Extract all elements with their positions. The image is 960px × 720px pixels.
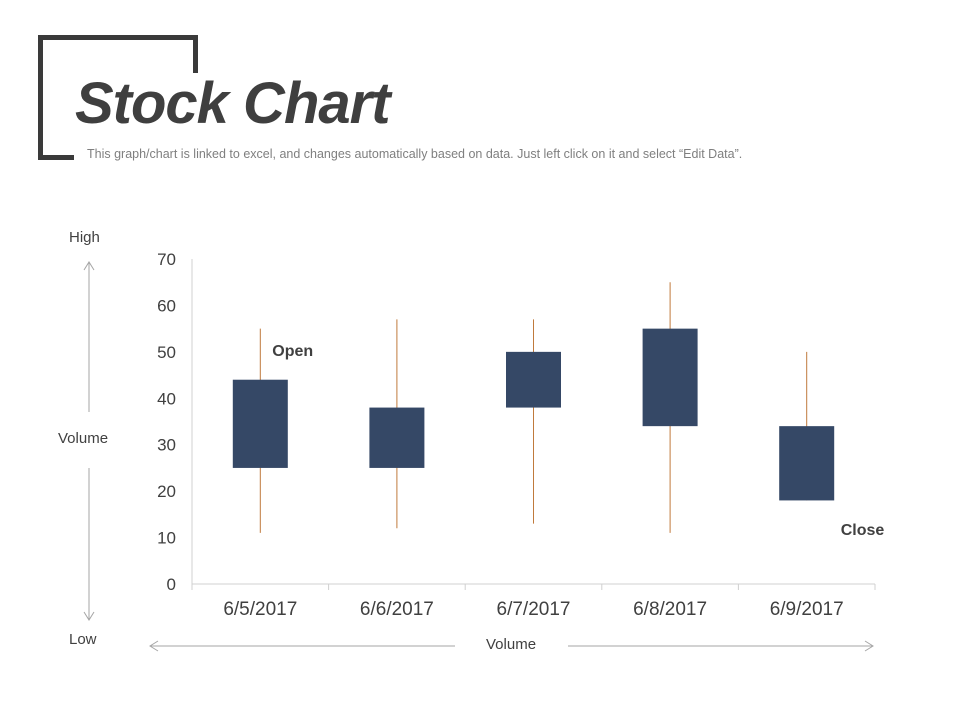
low-label: Low	[69, 631, 97, 648]
high-label: High	[69, 229, 100, 246]
y-tick-label: 50	[157, 343, 176, 362]
title-frame-bottom	[38, 155, 74, 160]
candle-body	[642, 328, 698, 427]
open-annotation: Open	[272, 343, 313, 360]
close-annotation: Close	[841, 522, 885, 539]
volume-right-arrow-head	[864, 640, 874, 652]
volume-arrows	[83, 261, 874, 652]
x-tick-label: 6/9/2017	[770, 599, 844, 620]
title-frame-top	[38, 35, 198, 40]
volume-horizontal-label: Volume	[486, 636, 537, 653]
y-tick-label: 20	[157, 482, 176, 501]
chart-axes	[191, 259, 876, 590]
candle-body	[506, 351, 561, 408]
candle	[642, 282, 698, 533]
y-tick-label: 40	[157, 389, 176, 408]
candle	[369, 319, 425, 529]
volume-left-arrow-head	[149, 640, 159, 652]
y-tick-label: 30	[157, 436, 176, 455]
candle	[779, 351, 835, 501]
volume-up-arrow-head	[83, 261, 95, 271]
title-frame-right	[193, 35, 198, 73]
page-title: Stock Chart	[75, 71, 391, 136]
candle-body	[779, 426, 835, 501]
candle-body	[232, 379, 288, 468]
x-tick-label: 6/8/2017	[633, 599, 707, 620]
x-tick-label: 6/5/2017	[223, 599, 297, 620]
title-frame-left	[38, 35, 43, 160]
y-tick-label: 60	[157, 296, 176, 315]
x-tick-labels: 6/5/2017 6/6/2017 6/7/2017 6/8/2017 6/9/2017	[223, 599, 843, 620]
x-tick-label: 6/7/2017	[497, 599, 571, 620]
y-tick-label: 0	[167, 575, 176, 594]
candle	[232, 328, 288, 533]
y-tick-label: 70	[157, 250, 176, 269]
volume-vertical-label: Volume	[58, 430, 109, 447]
volume-down-arrow-head	[83, 611, 95, 621]
y-tick-labels: 0 10 20 30 40 50 60 70	[157, 250, 176, 594]
x-tick-label: 6/6/2017	[360, 599, 434, 620]
candles	[232, 282, 835, 533]
page-subtitle: This graph/chart is linked to excel, and…	[87, 147, 743, 161]
candle	[506, 319, 561, 524]
y-tick-label: 10	[157, 529, 176, 548]
candle-body	[369, 407, 425, 468]
chart-annotations: Open Close	[272, 343, 884, 539]
